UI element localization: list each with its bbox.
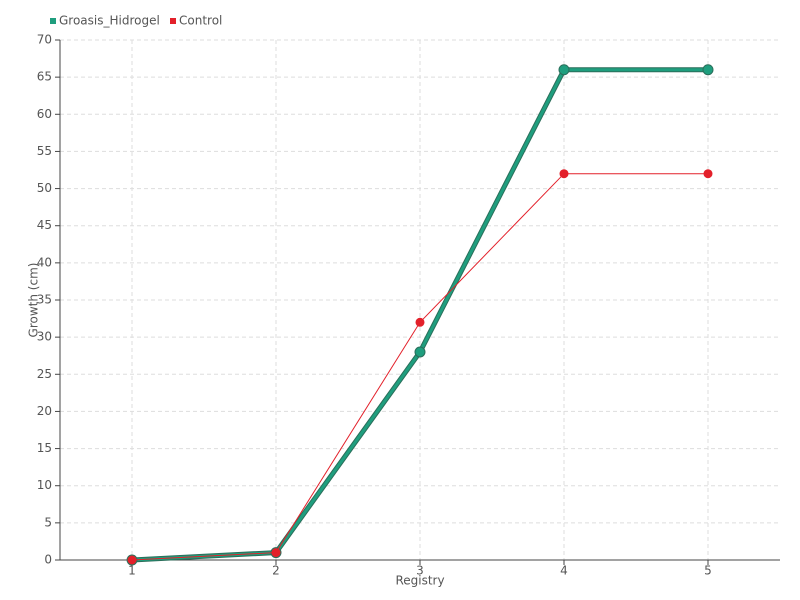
x-tick-label: 3 [416, 564, 424, 578]
legend-label: Groasis_Hidrogel [59, 14, 160, 28]
x-tick-label: 2 [272, 564, 280, 578]
y-tick-label: 5 [44, 515, 52, 529]
y-tick-label: 35 [37, 293, 52, 307]
legend-label: Control [179, 14, 222, 28]
point [558, 64, 570, 76]
point [559, 169, 569, 179]
y-tick-label: 55 [37, 144, 52, 158]
x-axis-label: Registry [395, 574, 444, 588]
point [703, 169, 713, 179]
y-tick-label: 50 [37, 181, 52, 195]
x-tick-label: 4 [560, 564, 568, 578]
point [415, 317, 425, 327]
x-tick-label: 1 [128, 564, 136, 578]
y-tick-label: 0 [44, 553, 52, 567]
point [127, 555, 137, 565]
point [271, 548, 281, 558]
y-tick-label: 30 [37, 330, 52, 344]
y-tick-label: 70 [37, 33, 52, 47]
legend-swatch [50, 18, 56, 24]
y-tick-label: 15 [37, 441, 52, 455]
point [414, 346, 426, 358]
y-tick-label: 65 [37, 70, 52, 84]
y-tick-label: 60 [37, 107, 52, 121]
legend-swatch [170, 18, 176, 24]
y-tick-label: 25 [37, 367, 52, 381]
y-axis-label: Growth (cm) [27, 263, 41, 338]
y-tick-label: 45 [37, 218, 52, 232]
point [702, 64, 714, 76]
y-tick-label: 20 [37, 404, 52, 418]
y-tick-label: 10 [37, 478, 52, 492]
x-tick-label: 5 [704, 564, 712, 578]
y-tick-label: 40 [37, 255, 52, 269]
